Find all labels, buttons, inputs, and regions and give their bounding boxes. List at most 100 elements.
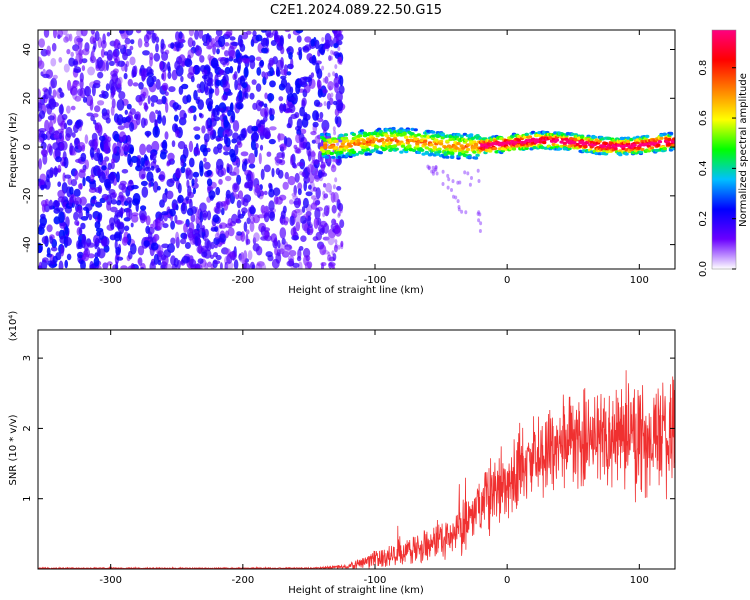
heatmap-cell: [113, 133, 121, 142]
heatmap-cell: [225, 175, 232, 182]
heatmap-cell: [426, 129, 431, 133]
heatmap-cell: [649, 146, 655, 150]
heatmap-cell: [64, 237, 72, 246]
heatmap-cell: [323, 205, 330, 217]
heatmap-cell: [172, 202, 177, 211]
heatmap-cell: [111, 72, 119, 84]
heatmap-cell: [330, 224, 334, 229]
heatmap-cell: [105, 83, 110, 91]
heatmap-cell: [93, 119, 97, 125]
heatmap-cell: [132, 193, 141, 205]
heatmap-cell: [469, 142, 474, 146]
heatmap-cell: [305, 191, 313, 197]
heatmap-cell: [168, 86, 176, 93]
heatmap-cell: [136, 158, 141, 168]
heatmap-cell: [277, 133, 286, 141]
heatmap-cell: [162, 69, 167, 82]
heatmap-cell: [317, 78, 321, 88]
heatmap-cell: [150, 242, 159, 251]
heatmap-cell: [103, 62, 107, 72]
heatmap-cell: [189, 157, 195, 168]
heatmap-cell: [188, 231, 194, 241]
heatmap-cell: [124, 109, 128, 115]
heatmap-cell: [219, 69, 224, 76]
heatmap-cell: [657, 140, 663, 144]
heatmap-cell: [321, 172, 328, 177]
heatmap-cell: [312, 159, 320, 165]
heatmap-cell: [129, 45, 134, 51]
heatmap-cell: [150, 165, 155, 171]
heatmap-cell: [323, 126, 327, 132]
heatmap-cell: [310, 131, 317, 136]
heatmap-cell: [236, 141, 243, 148]
heatmap-cell: [72, 81, 80, 87]
heatmap-cell: [231, 111, 236, 123]
heatmap-cell: [103, 142, 110, 154]
heatmap-cell: [259, 144, 264, 151]
heatmap-cell: [432, 145, 437, 149]
heatmap-cell: [260, 168, 265, 181]
heatmap-cell: [274, 247, 279, 256]
heatmap-cell: [310, 38, 315, 47]
heatmap-cell: [87, 66, 95, 76]
heatmap-cell: [261, 71, 266, 78]
heatmap-cell: [434, 165, 438, 170]
heatmap-cell: [224, 50, 229, 57]
heatmap-cell: [196, 223, 200, 231]
heatmap-cell: [48, 199, 53, 210]
heatmap-cell: [180, 158, 184, 167]
heatmap-cell: [640, 147, 645, 152]
heatmap-cell: [89, 180, 97, 191]
heatmap-cell: [319, 132, 325, 137]
heatmap-cell: [80, 222, 86, 230]
heatmap-cell: [325, 182, 332, 193]
heatmap-cell: [311, 56, 317, 66]
heatmap-cell: [322, 89, 328, 94]
heatmap-cell: [216, 106, 220, 116]
heatmap-cell: [217, 168, 224, 178]
heatmap-cell: [295, 30, 304, 34]
heatmap-cell: [646, 144, 651, 148]
heatmap-cell: [117, 60, 125, 67]
heatmap-cell: [224, 31, 233, 37]
heatmap-cell: [241, 57, 247, 63]
heatmap-cell: [287, 116, 293, 129]
heatmap-cell: [157, 222, 163, 231]
heatmap-cell: [52, 74, 58, 80]
heatmap-cell: [171, 140, 176, 148]
heatmap-cell: [464, 210, 468, 215]
heatmap-cell: [164, 131, 169, 140]
heatmap-cell: [58, 142, 64, 151]
heatmap-cell: [280, 75, 287, 80]
heatmap-cell: [296, 35, 302, 43]
heatmap-cell: [327, 72, 331, 78]
heatmap-cell: [605, 150, 610, 154]
heatmap-cell: [74, 95, 82, 102]
heatmap-cell: [38, 102, 43, 112]
heatmap-cell: [322, 77, 326, 83]
heatmap-cell: [50, 57, 57, 67]
heatmap-cell: [280, 69, 288, 76]
heatmap-cell: [240, 151, 249, 157]
heatmap-cell: [93, 256, 100, 267]
heatmap-cell: [57, 181, 62, 187]
heatmap-cell: [155, 43, 159, 53]
heatmap-cell: [173, 114, 179, 122]
heatmap-cell: [100, 237, 108, 247]
heatmap-cell: [332, 192, 339, 203]
heatmap-cell: [413, 128, 418, 132]
heatmap-cell: [51, 42, 57, 52]
heatmap-cell: [170, 237, 176, 245]
heatmap-cell: [249, 206, 256, 215]
heatmap-cell: [261, 30, 267, 33]
heatmap-cell: [180, 166, 186, 174]
heatmap-cell: [266, 32, 274, 38]
heatmap-cell: [470, 176, 473, 180]
colorbar-tick-label: 0.2: [698, 211, 709, 227]
heatmap-cell: [492, 146, 498, 151]
heatmap-cell: [462, 132, 468, 136]
heatmap-cell: [463, 170, 467, 175]
heatmap-cell: [306, 53, 313, 61]
heatmap-cell: [110, 105, 115, 116]
heatmap-cell: [116, 211, 124, 217]
